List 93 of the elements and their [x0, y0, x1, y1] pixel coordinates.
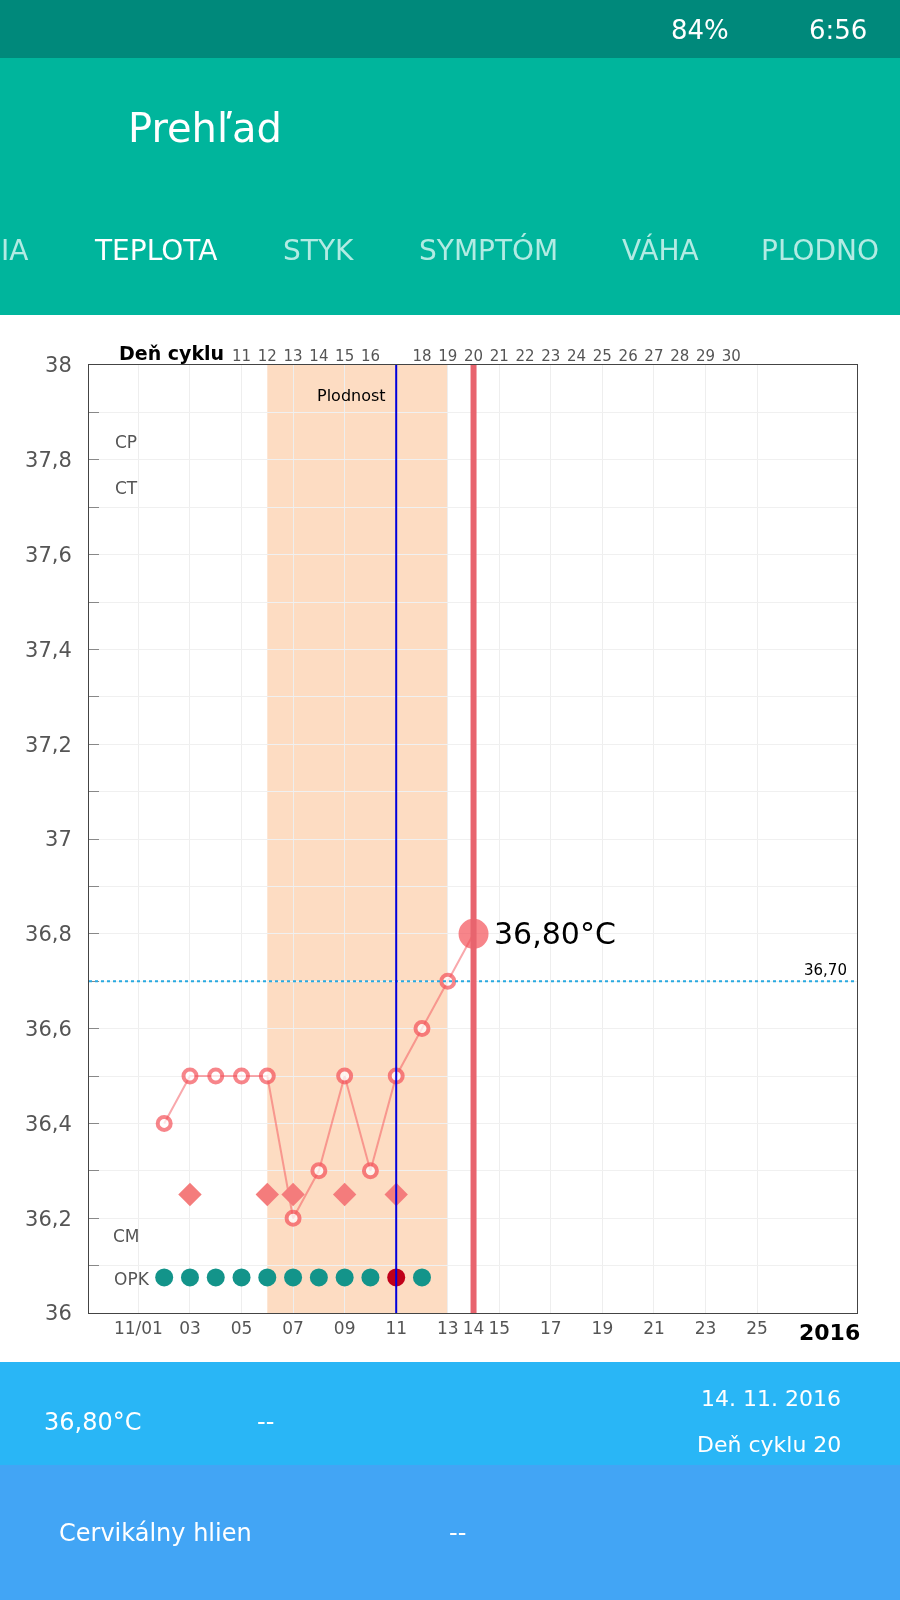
y-tick-label: 36,8 [25, 922, 72, 947]
point [281, 1182, 305, 1207]
text: 14. 11. 2016 [701, 1386, 841, 1411]
x-tick-label: 21 [643, 1318, 665, 1339]
x2-tick-label: 12 [257, 347, 277, 365]
text: Deň cyklu 20 [697, 1432, 842, 1457]
x-tick-label: 11/01 [113, 1318, 163, 1339]
x2-axis-title: Deň cyklu [119, 342, 225, 364]
point [412, 1268, 431, 1287]
x-tick-label: 23 [694, 1318, 717, 1339]
x-tick-label: 17 [540, 1318, 562, 1339]
x2-tick-label: 16 [360, 347, 380, 365]
x-tick-label: 11 [385, 1318, 408, 1339]
point [309, 1268, 328, 1287]
x-tick-label: 13 [436, 1318, 459, 1339]
y-tick-label: 37,2 [25, 732, 72, 757]
point [258, 1067, 276, 1085]
text: 2016 [799, 1320, 861, 1345]
x-tick-label: 19 [591, 1318, 614, 1339]
point [361, 1268, 380, 1287]
text: 6:56 [809, 15, 868, 45]
text: 84% [671, 15, 729, 45]
x2-tick-label: 29 [695, 347, 716, 365]
y-tick-label: 37,8 [25, 448, 72, 473]
text: PLODNO [761, 234, 880, 267]
annotation: CT [115, 478, 138, 498]
x2-tick-label: 13 [283, 347, 303, 365]
text: TEPLOTA [94, 234, 218, 267]
point [155, 1268, 174, 1287]
point [155, 1114, 173, 1132]
point [255, 1182, 279, 1207]
x-tick-label: 25 [746, 1318, 768, 1339]
x2-tick-label: 27 [644, 347, 664, 365]
band-label: Plodnost [317, 386, 386, 405]
x2-tick-label: 18 [412, 347, 432, 365]
x2-tick-label: 15 [335, 347, 355, 365]
point [181, 1067, 199, 1085]
y-tick-label: 37 [45, 827, 72, 852]
text: SYMPTÓM [419, 233, 559, 267]
point [180, 1268, 199, 1287]
x2-tick-label: 14 [309, 347, 329, 365]
x-tick-label: 07 [282, 1318, 304, 1339]
x-tick-label: 03 [179, 1318, 201, 1339]
point [336, 1067, 354, 1085]
x2-tick-label: 22 [515, 347, 535, 365]
point [258, 1268, 277, 1287]
x-tick-label: 15 [488, 1318, 511, 1339]
point [284, 1268, 303, 1287]
point [232, 1268, 251, 1287]
x2-tick-label: 26 [618, 347, 638, 365]
y-tick-label: 36,2 [25, 1206, 72, 1231]
y-tick-label: 37,4 [25, 637, 72, 662]
annotation: CP [115, 432, 138, 452]
point [361, 1162, 379, 1180]
text: VÁHA [622, 233, 699, 267]
text: Cervikálny hlien [59, 1519, 252, 1547]
x2-tick-label: 28 [670, 347, 690, 365]
x-tick-label: 09 [333, 1318, 356, 1339]
y-tick-label: 36,4 [25, 1111, 72, 1136]
ref-line-label: 36,70 [804, 961, 847, 979]
point [335, 1268, 354, 1287]
x2-tick-label: 30 [721, 347, 741, 365]
x2-tick-label: 19 [438, 347, 458, 365]
point [178, 1182, 202, 1207]
point [284, 1209, 302, 1227]
x2-tick-label: 21 [489, 347, 509, 365]
point [439, 972, 457, 990]
x-tick-label: 14 [462, 1318, 485, 1339]
x2-tick-label: 11 [232, 347, 252, 365]
x2-tick-label: 20 [463, 347, 484, 365]
y-tick-label: 36 [45, 1301, 72, 1326]
point [413, 1020, 431, 1038]
point [206, 1268, 225, 1287]
point [332, 1182, 357, 1207]
annotation: OPK [114, 1269, 150, 1289]
y-tick-label: 37,6 [25, 542, 72, 567]
x2-tick-label: 25 [592, 347, 612, 365]
text: -- [257, 1408, 275, 1436]
text: 36,80°C [44, 1408, 142, 1436]
x2-tick-label: 24 [567, 347, 587, 365]
x2-tick-label: 23 [541, 347, 561, 365]
text: -- [449, 1519, 467, 1547]
point [310, 1162, 328, 1180]
text: STYK [283, 234, 354, 267]
x-tick-label: 05 [230, 1318, 253, 1339]
point [207, 1067, 225, 1085]
y-tick-label: 38 [45, 353, 72, 378]
text: IA [1, 234, 29, 267]
annotation: 36,80°C [494, 916, 616, 951]
point [233, 1067, 251, 1085]
chart-title: Prehľad [128, 105, 282, 151]
annotation: CM [113, 1226, 140, 1246]
y-tick-label: 36,6 [25, 1016, 72, 1041]
